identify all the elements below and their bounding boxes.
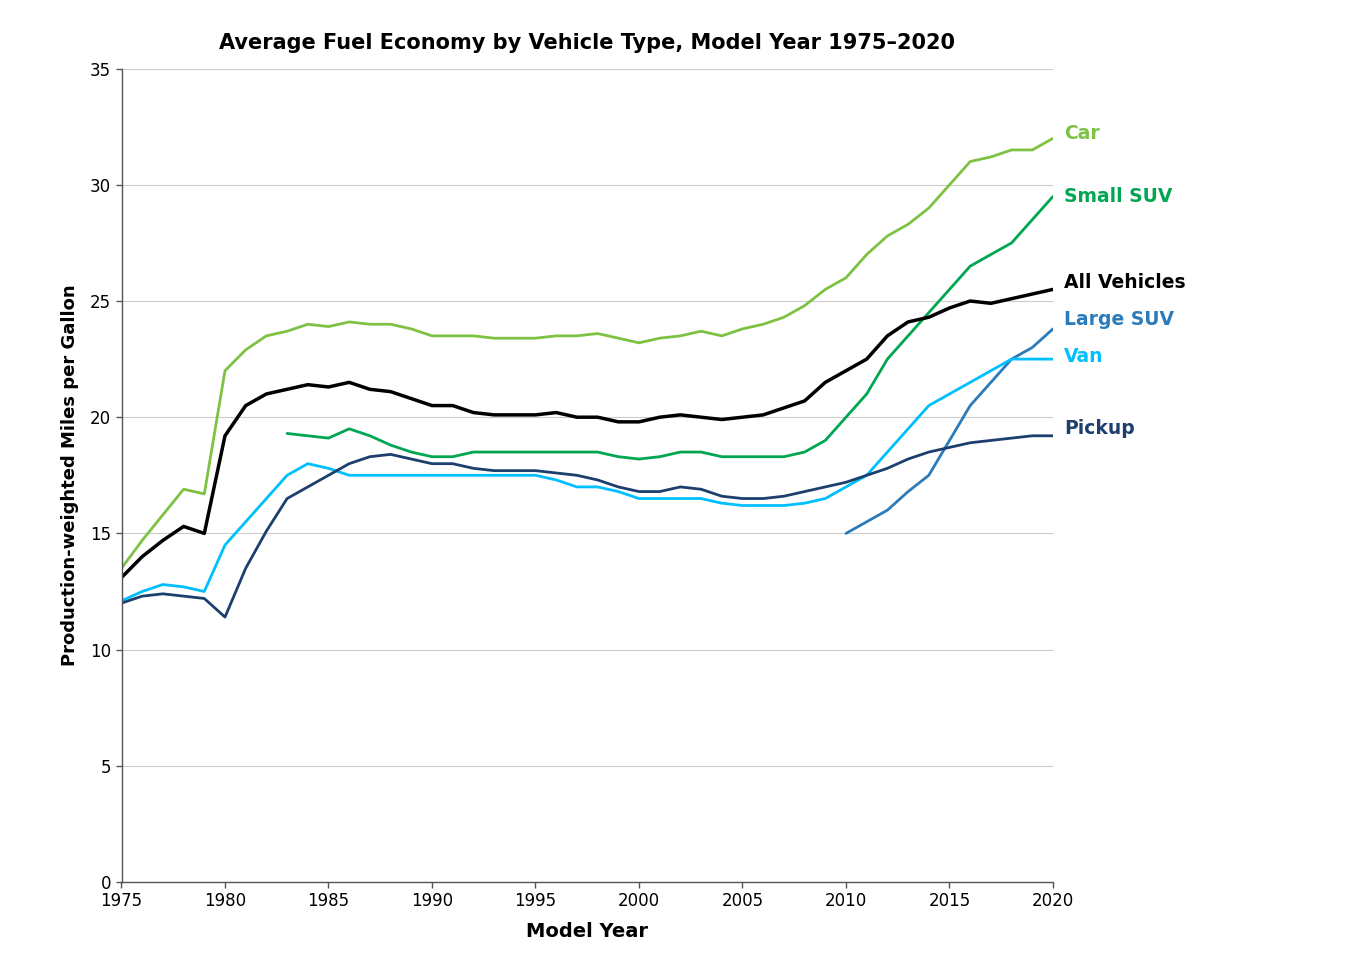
Title: Average Fuel Economy by Vehicle Type, Model Year 1975–2020: Average Fuel Economy by Vehicle Type, Mo… — [219, 33, 956, 53]
Text: Van: Van — [1064, 347, 1103, 367]
Text: Car: Car — [1064, 124, 1100, 143]
Text: Pickup: Pickup — [1064, 419, 1135, 438]
Text: Large SUV: Large SUV — [1064, 310, 1174, 329]
Text: Small SUV: Small SUV — [1064, 187, 1173, 206]
X-axis label: Model Year: Model Year — [526, 921, 648, 941]
Y-axis label: Production-weighted Miles per Gallon: Production-weighted Miles per Gallon — [61, 284, 78, 666]
Text: All Vehicles: All Vehicles — [1064, 272, 1185, 292]
